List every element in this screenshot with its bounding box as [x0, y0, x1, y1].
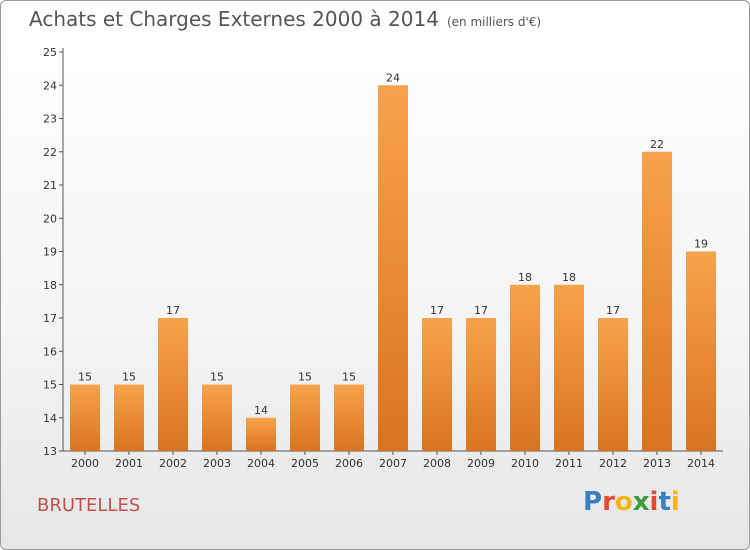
data-label-2011: 18 [562, 271, 576, 284]
y-tick-label: 22 [43, 146, 57, 159]
city-name: BRUTELLES [37, 495, 141, 516]
bar-2014[interactable] [686, 251, 716, 452]
data-label-2010: 18 [518, 271, 532, 284]
x-tick-label-2008: 2008 [423, 457, 451, 470]
data-label-2014: 19 [694, 238, 708, 251]
y-tick-label: 18 [43, 279, 57, 292]
logo-letter: P [583, 487, 603, 517]
logo-letter: t [658, 487, 671, 517]
y-tick-label: 23 [43, 113, 57, 126]
bar-2010[interactable] [510, 284, 540, 451]
bar-2007[interactable] [378, 85, 408, 451]
x-tick-label-2013: 2013 [643, 457, 671, 470]
logo-letter: i [670, 487, 680, 517]
bar-2003[interactable] [202, 384, 232, 452]
data-label-2008: 17 [430, 304, 444, 317]
x-tick-label-2001: 2001 [115, 457, 143, 470]
y-tick-label: 19 [43, 246, 57, 259]
chart-subtitle: (en milliers d'€) [446, 15, 542, 29]
y-tick-label: 15 [43, 379, 57, 392]
bar-2012[interactable] [598, 318, 628, 451]
data-label-2009: 17 [474, 304, 488, 317]
logo-letter: r [602, 487, 615, 517]
data-labels: 15 15 17 15 14 15 15 24 17 17 18 18 17 22 19 [78, 71, 708, 417]
x-tick-label-2012: 2012 [599, 457, 627, 470]
logo-letter: x [632, 487, 650, 517]
data-label-2000: 15 [78, 371, 92, 384]
y-tick-label: 25 [43, 46, 57, 59]
data-label-2006: 15 [342, 371, 356, 384]
bar-2005[interactable] [290, 384, 320, 452]
data-label-2001: 15 [122, 371, 136, 384]
y-tick-label: 24 [43, 79, 57, 92]
chart-title: Achats et Charges Externes 2000 à 2014 (e… [29, 7, 541, 31]
bars [70, 85, 716, 451]
chart-title-text: Achats et Charges Externes 2000 à 2014 [29, 7, 439, 31]
y-tick-label: 17 [43, 312, 57, 325]
proxiti-logo[interactable]: Proxiti [583, 487, 680, 517]
bar-2008[interactable] [422, 318, 452, 451]
bar-2000[interactable] [70, 384, 100, 452]
bar-2001[interactable] [114, 384, 144, 452]
x-tick-label-2009: 2009 [467, 457, 495, 470]
bar-2011[interactable] [554, 284, 584, 451]
data-label-2004: 14 [254, 404, 268, 417]
y-tick-label: 21 [43, 179, 57, 192]
bar-2013[interactable] [642, 151, 672, 451]
logo-letter: i [649, 487, 659, 517]
x-tick-label-2004: 2004 [247, 457, 275, 470]
data-label-2007: 24 [386, 71, 400, 84]
data-label-2005: 15 [298, 371, 312, 384]
data-label-2003: 15 [210, 371, 224, 384]
axes: 13 14 15 16 17 18 19 20 21 22 23 24 25 2000 2001 2002 20… [43, 46, 723, 470]
x-tick-label-2007: 2007 [379, 457, 407, 470]
bar-2002[interactable] [158, 318, 188, 451]
data-label-2012: 17 [606, 304, 620, 317]
x-tick-label-2014: 2014 [687, 457, 715, 470]
x-tick-label-2006: 2006 [335, 457, 363, 470]
y-tick-label: 20 [43, 212, 57, 225]
logo-letter: o [614, 487, 633, 517]
bar-2009[interactable] [466, 318, 496, 451]
bar-2004[interactable] [246, 417, 276, 451]
bar-2006[interactable] [334, 384, 364, 452]
x-tick-label-2010: 2010 [511, 457, 539, 470]
x-tick-label-2011: 2011 [555, 457, 583, 470]
y-tick-label: 14 [43, 412, 57, 425]
data-label-2013: 22 [650, 138, 664, 151]
x-tick-label-2003: 2003 [203, 457, 231, 470]
y-tick-label: 16 [43, 345, 57, 358]
x-tick-label-2000: 2000 [71, 457, 99, 470]
x-tick-label-2005: 2005 [291, 457, 319, 470]
y-tick-label: 13 [43, 445, 57, 458]
x-tick-label-2002: 2002 [159, 457, 187, 470]
data-label-2002: 17 [166, 304, 180, 317]
